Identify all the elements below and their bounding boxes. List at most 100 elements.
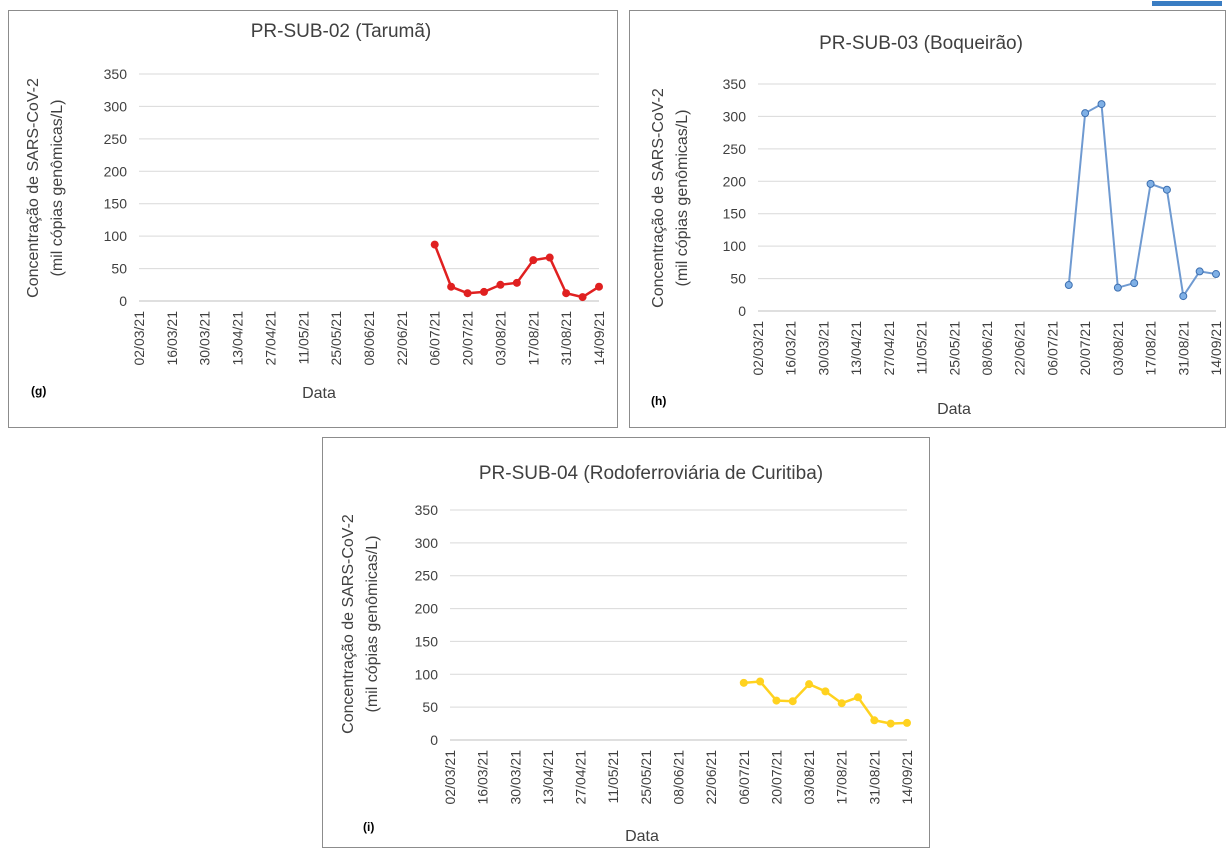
data-point [870, 716, 879, 725]
data-point [595, 282, 603, 291]
series-line [1067, 102, 1217, 299]
x-tick-label: 31/08/21 [1175, 321, 1191, 376]
x-tick-label: 25/05/21 [638, 750, 654, 805]
data-point [1130, 279, 1139, 288]
data-point [756, 677, 765, 686]
x-tick-label: 06/07/21 [427, 311, 443, 366]
y-tick-label: 100 [723, 238, 747, 254]
data-point [837, 699, 846, 708]
y-axis-unit-label: (mil cópias genômicas/L) [674, 110, 691, 287]
data-point [430, 240, 439, 249]
x-tick-label: 27/04/21 [881, 321, 897, 376]
y-tick-label: 50 [111, 261, 127, 277]
series-line [433, 244, 600, 299]
x-tick-label: 27/04/21 [262, 311, 278, 366]
x-tick-label: 02/03/21 [442, 750, 458, 805]
data-point [463, 289, 472, 298]
data-point [1113, 283, 1122, 292]
data-point [578, 293, 587, 302]
x-axis-label: Data [302, 385, 336, 402]
data-point [1146, 179, 1155, 188]
y-tick-label: 300 [723, 108, 747, 124]
x-tick-label: 14/09/21 [1208, 321, 1224, 376]
chart-title: PR-SUB-03 (Boqueirão) [819, 33, 1023, 54]
data-point [545, 253, 554, 262]
x-tick-label: 11/05/21 [914, 321, 930, 375]
x-tick-label: 02/03/21 [750, 321, 766, 376]
chart-panel-g: 0 50 100 150 200 250 300 350 02/03/21 16/03/21 30/… [8, 10, 618, 428]
x-tick-label: 13/04/21 [230, 311, 246, 366]
data-point [1162, 185, 1171, 194]
data-point [739, 678, 748, 687]
chart-panel-h: 0 50 100 150 200 250 300 350 02/03/21 16/03/21 30/… [629, 10, 1226, 428]
chart-title: PR-SUB-02 (Tarumã) [251, 21, 432, 42]
x-tick-label: 17/08/21 [1143, 321, 1159, 376]
data-point [512, 278, 521, 287]
y-tick-label: 0 [430, 732, 438, 748]
y-tick-label: 150 [415, 633, 439, 649]
x-tick-label: 20/07/21 [768, 750, 784, 805]
x-tick-label: 11/05/21 [605, 750, 621, 804]
y-tick-label: 150 [104, 196, 128, 212]
y-tick-label: 100 [104, 228, 128, 244]
data-point [854, 693, 863, 702]
x-tick-label: 16/03/21 [164, 311, 180, 366]
data-point [529, 256, 538, 265]
y-tick-label: 200 [415, 601, 439, 617]
chart-group: 0 50 100 150 200 250 300 350 02/03/21 16/03/21 30/… [25, 21, 607, 402]
x-tick-label: 20/07/21 [460, 311, 476, 366]
data-point [772, 696, 781, 705]
y-axis-label: Concentração de SARS-CoV-2 [25, 78, 42, 298]
y-tick-label: 300 [104, 98, 128, 114]
data-point [886, 719, 895, 728]
chart-svg-i: 0 50 100 150 200 250 300 350 02/03/21 16/03/21 30/… [340, 463, 915, 845]
x-axis-label: Data [625, 828, 659, 845]
x-tick-label: 31/08/21 [558, 311, 574, 366]
x-tick-label: 30/03/21 [815, 321, 831, 376]
data-point [1064, 281, 1073, 290]
x-tick-label: 03/08/21 [492, 311, 508, 366]
y-axis-unit-label: (mil cópias genômicas/L) [364, 536, 381, 713]
data-point [562, 289, 571, 298]
y-tick-label: 100 [415, 666, 439, 682]
y-tick-label: 50 [422, 699, 438, 715]
x-tick-label: 27/04/21 [573, 750, 589, 805]
panel-letter: (i) [363, 820, 374, 834]
x-tick-label: 13/04/21 [848, 321, 864, 376]
chart-title: PR-SUB-04 (Rodoferroviária de Curitiba) [479, 463, 823, 484]
data-point [496, 280, 505, 289]
y-tick-label: 0 [738, 303, 746, 319]
data-point [1081, 109, 1090, 118]
data-point [1195, 267, 1204, 276]
x-tick-label: 20/07/21 [1077, 321, 1093, 376]
panel-letter: (g) [31, 384, 46, 398]
y-tick-label: 200 [723, 173, 747, 189]
y-tick-label: 350 [415, 502, 439, 518]
x-tick-label: 06/07/21 [736, 750, 752, 805]
x-tick-label: 17/08/21 [834, 750, 850, 805]
x-tick-label: 30/03/21 [197, 311, 213, 366]
x-tick-label: 14/09/21 [899, 750, 915, 805]
x-tick-label: 22/06/21 [1012, 321, 1028, 376]
x-tick-label: 14/09/21 [591, 311, 607, 366]
data-point [480, 287, 488, 296]
y-tick-label: 0 [119, 293, 127, 309]
x-tick-label: 25/05/21 [946, 321, 962, 376]
y-tick-label: 150 [723, 206, 747, 222]
x-tick-label: 03/08/21 [801, 750, 817, 805]
data-point [1097, 100, 1106, 109]
x-tick-label: 25/05/21 [328, 311, 344, 366]
y-axis-unit-label: (mil cópias genômicas/L) [49, 100, 66, 277]
y-tick-label: 250 [415, 568, 439, 584]
y-tick-label: 200 [104, 163, 128, 179]
y-tick-label: 300 [415, 535, 439, 551]
data-point [1179, 292, 1188, 301]
y-tick-label: 350 [723, 76, 747, 92]
data-point [821, 687, 830, 696]
y-tick-label: 250 [104, 131, 128, 147]
y-tick-label: 250 [723, 141, 747, 157]
logo-fragment [1146, 0, 1226, 6]
data-point [788, 697, 797, 706]
x-tick-label: 22/06/21 [394, 311, 410, 366]
chart-panel-i: 0 50 100 150 200 250 300 350 02/03/21 16/03/21 30/… [322, 437, 930, 848]
